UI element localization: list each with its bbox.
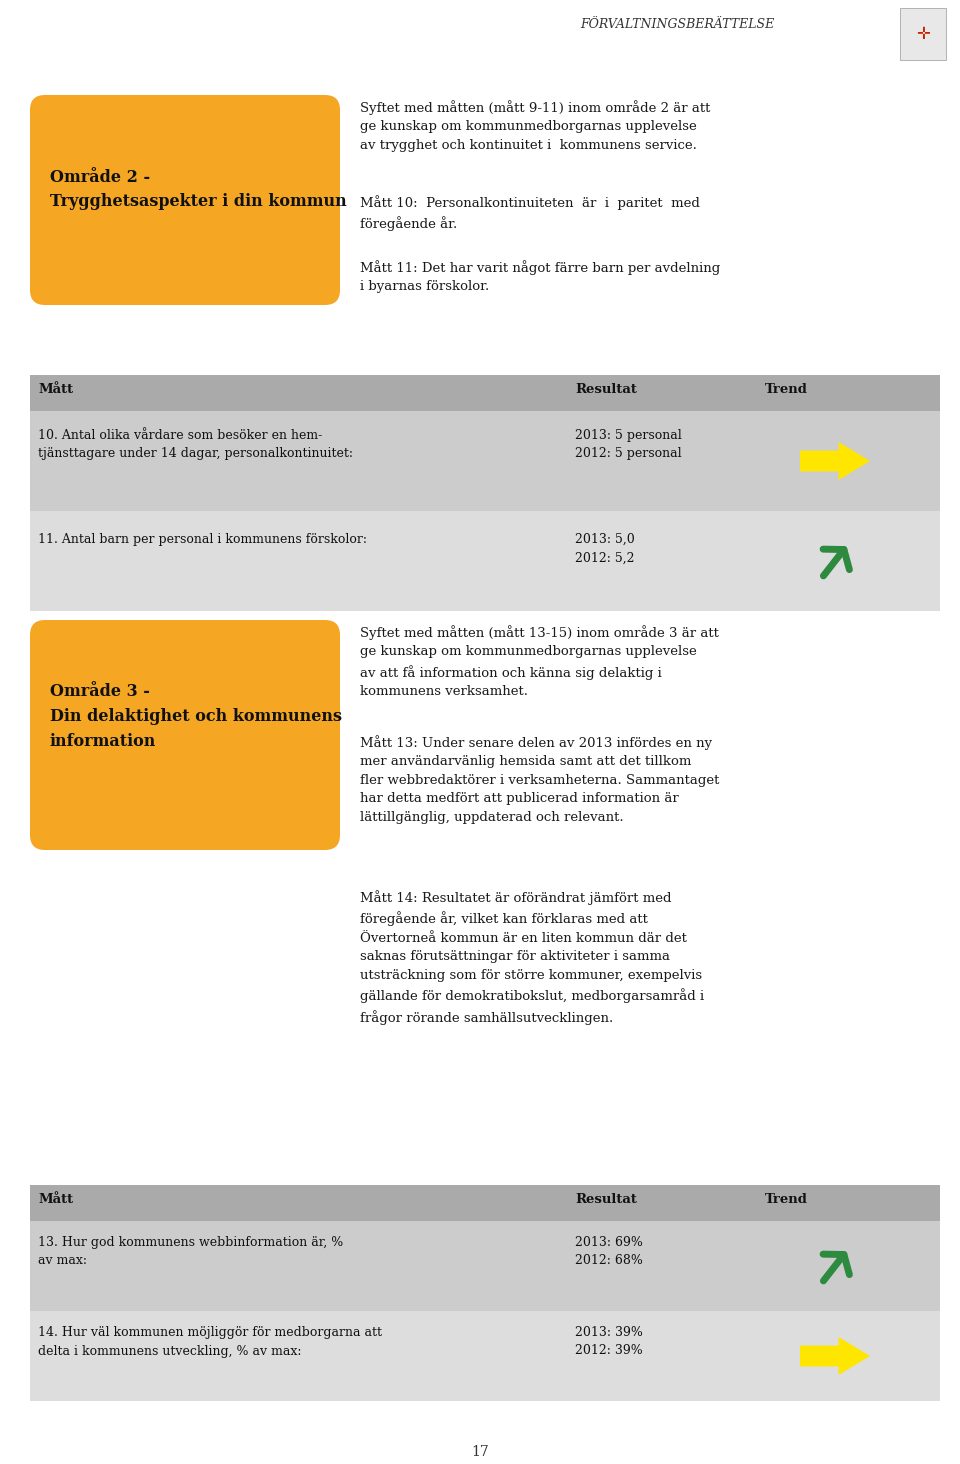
FancyBboxPatch shape xyxy=(30,619,340,851)
Text: Mått 14: Resultatet är oförändrat jämfört med
föregående år, vilket kan förklara: Mått 14: Resultatet är oförändrat jämför… xyxy=(360,890,704,1025)
Text: Trend: Trend xyxy=(765,384,808,395)
Text: Område 2 -
Trygghetsaspekter i din kommun: Område 2 - Trygghetsaspekter i din kommu… xyxy=(50,168,347,211)
Text: 2013: 39%
2012: 39%: 2013: 39% 2012: 39% xyxy=(575,1326,643,1357)
Text: Mått 13: Under senare delen av 2013 infördes en ny
mer användarvänlig hemsida sa: Mått 13: Under senare delen av 2013 infö… xyxy=(360,735,719,824)
Text: Trend: Trend xyxy=(765,1193,808,1206)
Text: Resultat: Resultat xyxy=(575,384,636,395)
Text: 2013: 69%
2012: 68%: 2013: 69% 2012: 68% xyxy=(575,1236,643,1268)
Text: 11. Antal barn per personal i kommunens förskolor:: 11. Antal barn per personal i kommunens … xyxy=(38,533,367,546)
Bar xyxy=(30,1310,940,1401)
Text: Mått 10:  Personalkontinuiteten  är  i  paritet  med
föregående år.: Mått 10: Personalkontinuiteten är i pari… xyxy=(360,195,700,231)
Bar xyxy=(30,1221,940,1310)
Text: 14. Hur väl kommunen möjliggör för medborgarna att
delta i kommunens utveckling,: 14. Hur väl kommunen möjliggör för medbo… xyxy=(38,1326,382,1357)
Bar xyxy=(30,511,940,610)
Text: 10. Antal olika vårdare som besöker en hem-
tjänsttagare under 14 dagar, persona: 10. Antal olika vårdare som besöker en h… xyxy=(38,429,353,461)
Text: Syftet med måtten (mått 9-11) inom område 2 är att
ge kunskap om kommunmedborgar: Syftet med måtten (mått 9-11) inom områd… xyxy=(360,100,710,152)
Text: Mått 11: Det har varit något färre barn per avdelning
i byarnas förskolor.: Mått 11: Det har varit något färre barn … xyxy=(360,261,720,293)
Text: Område 3 -
Din delaktighet och kommunens
information: Område 3 - Din delaktighet och kommunens… xyxy=(50,684,342,750)
Text: 2013: 5 personal
2012: 5 personal: 2013: 5 personal 2012: 5 personal xyxy=(575,429,682,461)
Text: Resultat: Resultat xyxy=(575,1193,636,1206)
FancyArrowPatch shape xyxy=(823,549,850,575)
Polygon shape xyxy=(800,442,870,480)
Text: Syftet med måtten (mått 13-15) inom område 3 är att
ge kunskap om kommunmedborga: Syftet med måtten (mått 13-15) inom områ… xyxy=(360,625,719,698)
FancyBboxPatch shape xyxy=(30,95,340,305)
Text: ✛: ✛ xyxy=(916,25,930,42)
Text: 17: 17 xyxy=(471,1445,489,1460)
Bar xyxy=(30,375,940,411)
Bar xyxy=(30,1184,940,1221)
FancyArrowPatch shape xyxy=(823,1255,850,1281)
Text: FÖRVALTNINGSBERÄTTELSE: FÖRVALTNINGSBERÄTTELSE xyxy=(580,18,775,31)
Bar xyxy=(900,7,946,60)
Polygon shape xyxy=(800,1337,870,1375)
Text: Mått: Mått xyxy=(38,1193,73,1206)
Bar xyxy=(30,411,940,511)
Text: 2013: 5,0
2012: 5,2: 2013: 5,0 2012: 5,2 xyxy=(575,533,635,565)
Text: 13. Hur god kommunens webbinformation är, %
av max:: 13. Hur god kommunens webbinformation är… xyxy=(38,1236,344,1268)
Text: Mått: Mått xyxy=(38,384,73,395)
